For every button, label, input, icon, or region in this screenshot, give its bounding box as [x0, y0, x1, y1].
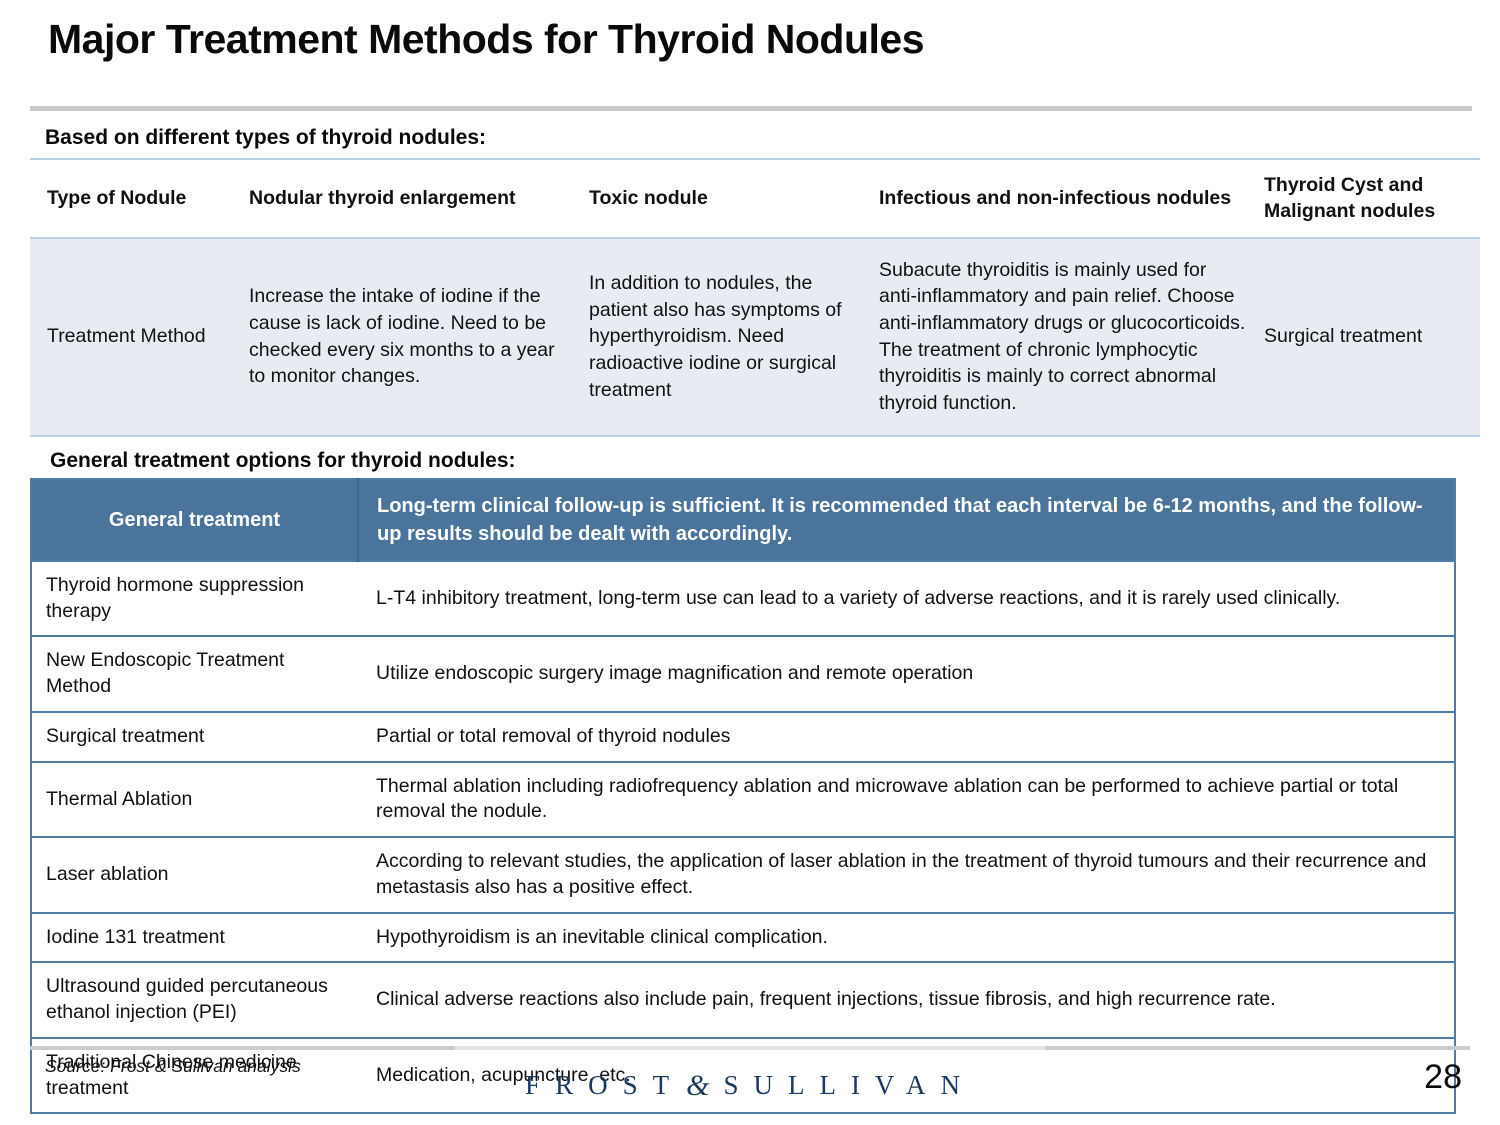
row-label: Ultrasound guided percutaneous ethanol i… [31, 961, 358, 1038]
table-row: Iodine 131 treatment Hypothyroidism is a… [31, 911, 1455, 963]
logo-sullivan-text: SULLIVAN [723, 1070, 975, 1100]
nodule-types-table: Type of Nodule Nodular thyroid enlargeme… [30, 158, 1480, 437]
table-row: Laser ablation According to relevant stu… [31, 836, 1455, 913]
footer-divider [30, 1046, 1470, 1050]
table-row: Thyroid hormone suppression therapy L-T4… [31, 559, 1455, 637]
row-label: Iodine 131 treatment [31, 911, 358, 963]
row-description: Clinical adverse reactions also include … [358, 961, 1455, 1038]
title-divider [30, 106, 1472, 111]
row-label: New Endoscopic Treatment Method [31, 635, 358, 712]
source-note: Source: Frost & Sullivan analysis [45, 1056, 301, 1076]
table-row: Ultrasound guided percutaneous ethanol i… [31, 961, 1455, 1038]
column-header-infectious-nodules: Infectious and non-infectious nodules [875, 158, 1260, 239]
row-description: Hypothyroidism is an inevitable clinical… [358, 911, 1455, 963]
table-header-row: General treatment Long-term clinical fol… [31, 479, 1455, 561]
row-label-treatment-method: Treatment Method [30, 237, 245, 437]
header-general-treatment: General treatment [31, 479, 359, 561]
table-row: Surgical treatment Partial or total remo… [31, 710, 1455, 762]
row-description: L-T4 inhibitory treatment, long-term use… [358, 559, 1455, 637]
frost-sullivan-logo: FROST& SULLIVAN [0, 1068, 1500, 1102]
row-description: Utilize endoscopic surgery image magnifi… [358, 635, 1455, 712]
cell-cyst-malignant-treatment: Surgical treatment [1260, 237, 1480, 437]
cell-toxic-nodule-treatment: In addition to nodules, the patient also… [585, 237, 875, 437]
table-row: Treatment Method Increase the intake of … [30, 237, 1480, 437]
general-treatment-table: General treatment Long-term clinical fol… [30, 478, 1456, 1115]
footer-divider-segment [455, 1046, 1045, 1050]
row-label: Thermal Ablation [31, 760, 358, 838]
row-label: Surgical treatment [31, 710, 358, 762]
cell-nodular-enlargement-treatment: Increase the intake of iodine if the cau… [245, 237, 585, 437]
section1-heading: Based on different types of thyroid nodu… [45, 126, 487, 149]
header-general-treatment-description: Long-term clinical follow-up is sufficie… [358, 479, 1455, 561]
row-description: Partial or total removal of thyroid nodu… [358, 710, 1455, 762]
column-header-type-of-nodule: Type of Nodule [30, 158, 245, 239]
column-header-toxic-nodule: Toxic nodule [585, 158, 875, 239]
logo-frost-text: FROST [525, 1070, 685, 1100]
section2-heading: General treatment options for thyroid no… [50, 449, 516, 472]
row-description: Thermal ablation including radiofrequenc… [358, 760, 1455, 838]
column-header-cyst-malignant: Thyroid Cyst and Malignant nodules [1260, 158, 1480, 239]
page-title: Major Treatment Methods for Thyroid Nodu… [48, 16, 925, 62]
row-label: Laser ablation [31, 836, 358, 913]
row-description: According to relevant studies, the appli… [358, 836, 1455, 913]
cell-infectious-nodules-treatment: Subacute thyroiditis is mainly used for … [875, 237, 1260, 437]
row-label: Thyroid hormone suppression therapy [31, 559, 358, 637]
table-row: New Endoscopic Treatment Method Utilize … [31, 635, 1455, 712]
table-header-row: Type of Nodule Nodular thyroid enlargeme… [30, 158, 1480, 239]
logo-ampersand: & [686, 1069, 710, 1102]
column-header-nodular-enlargement: Nodular thyroid enlargement [245, 158, 585, 239]
table-row: Thermal Ablation Thermal ablation includ… [31, 760, 1455, 838]
page-number: 28 [1424, 1058, 1462, 1096]
